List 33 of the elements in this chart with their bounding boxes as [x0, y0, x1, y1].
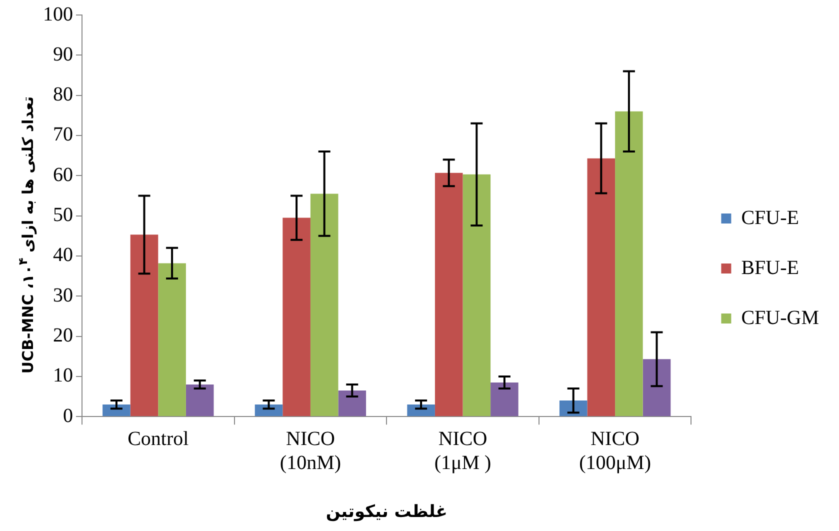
legend-label: CFU-E	[741, 206, 800, 229]
bar	[407, 404, 435, 416]
bar	[642, 359, 671, 416]
x-tick-label: NICO (1μM )	[434, 428, 492, 474]
bar	[186, 384, 214, 416]
bar	[338, 390, 366, 416]
y-tick-label: 50	[53, 204, 73, 226]
y-tick-label: 70	[53, 124, 73, 146]
y-tick-label: 100	[43, 3, 73, 26]
bar	[490, 382, 518, 416]
bar	[282, 218, 310, 416]
bar	[615, 111, 643, 416]
legend-label: BFU-E	[741, 256, 800, 279]
y-tick-label: 40	[53, 244, 73, 266]
x-tick-label: NICO (10nM)	[280, 428, 342, 474]
bar	[587, 158, 616, 416]
y-tick-label: 0	[63, 404, 73, 427]
y-tick-label: 80	[53, 84, 73, 106]
bar	[130, 234, 158, 416]
bar	[158, 263, 186, 416]
legend-label: CFU-GM	[741, 306, 820, 329]
x-tick-label: NICO (100μM)	[579, 428, 651, 474]
y-tick-label: 30	[53, 284, 73, 306]
bar	[102, 404, 130, 416]
x-axis-title: غلظت نیکوتین	[326, 502, 448, 522]
y-tick-label: 90	[53, 43, 73, 66]
y-tick-label: 60	[53, 164, 73, 186]
bar	[310, 194, 338, 416]
bar	[434, 172, 463, 416]
x-tick-label: Control	[128, 428, 190, 450]
y-tick-label: 10	[53, 364, 73, 387]
bar	[462, 174, 491, 416]
y-tick-label: 20	[53, 324, 73, 347]
